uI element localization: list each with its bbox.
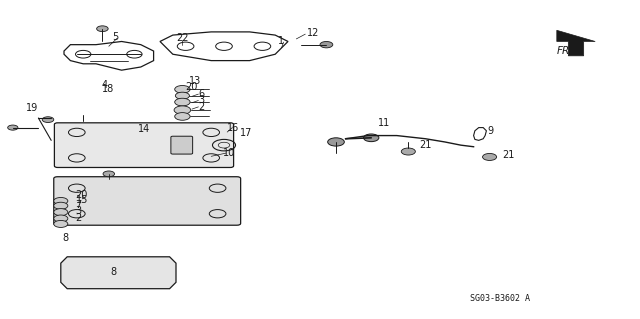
FancyBboxPatch shape bbox=[54, 177, 241, 225]
Text: 8: 8 bbox=[110, 267, 116, 277]
Circle shape bbox=[8, 125, 18, 130]
Text: 2: 2 bbox=[76, 212, 82, 223]
Polygon shape bbox=[557, 30, 595, 56]
Circle shape bbox=[54, 209, 68, 216]
Circle shape bbox=[175, 113, 190, 120]
Circle shape bbox=[54, 202, 68, 209]
Text: SG03-B3602 A: SG03-B3602 A bbox=[470, 294, 531, 303]
Text: FR.: FR. bbox=[557, 46, 573, 56]
Circle shape bbox=[174, 106, 191, 114]
Text: 1: 1 bbox=[278, 36, 285, 47]
Polygon shape bbox=[61, 257, 176, 289]
Text: 3: 3 bbox=[198, 95, 205, 106]
Text: 11: 11 bbox=[378, 118, 390, 128]
Text: 20: 20 bbox=[185, 82, 197, 92]
Text: 15: 15 bbox=[76, 195, 88, 205]
Text: 20: 20 bbox=[76, 189, 88, 200]
Text: 19: 19 bbox=[26, 103, 38, 114]
Circle shape bbox=[175, 85, 190, 93]
Text: 6: 6 bbox=[198, 89, 205, 99]
Circle shape bbox=[320, 41, 333, 48]
Circle shape bbox=[54, 197, 68, 204]
Text: 3: 3 bbox=[76, 206, 82, 217]
Circle shape bbox=[97, 26, 108, 32]
Text: 16: 16 bbox=[227, 122, 239, 133]
FancyBboxPatch shape bbox=[171, 136, 193, 154]
FancyBboxPatch shape bbox=[54, 123, 234, 167]
Circle shape bbox=[103, 171, 115, 177]
Text: 14: 14 bbox=[138, 124, 150, 134]
Circle shape bbox=[42, 117, 54, 122]
Text: 9: 9 bbox=[488, 126, 494, 136]
Circle shape bbox=[364, 134, 379, 142]
Text: 21: 21 bbox=[419, 140, 431, 150]
Text: 2: 2 bbox=[198, 102, 205, 112]
Text: 12: 12 bbox=[307, 28, 319, 39]
Text: 4: 4 bbox=[101, 79, 108, 90]
Circle shape bbox=[483, 153, 497, 160]
Text: 18: 18 bbox=[102, 84, 114, 94]
Circle shape bbox=[328, 138, 344, 146]
Text: 5: 5 bbox=[112, 32, 118, 42]
Circle shape bbox=[54, 215, 68, 222]
Text: 21: 21 bbox=[502, 150, 515, 160]
Circle shape bbox=[175, 98, 190, 106]
Text: 7: 7 bbox=[76, 200, 82, 211]
Circle shape bbox=[175, 92, 189, 99]
Circle shape bbox=[54, 220, 68, 227]
Text: 22: 22 bbox=[176, 33, 189, 43]
Text: 8: 8 bbox=[62, 233, 68, 243]
Text: 17: 17 bbox=[240, 128, 252, 138]
Text: 10: 10 bbox=[223, 148, 235, 158]
Circle shape bbox=[401, 148, 415, 155]
Text: 13: 13 bbox=[189, 76, 201, 86]
